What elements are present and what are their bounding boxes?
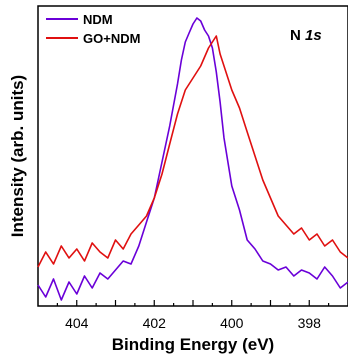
y-axis-label: Intensity (arb. units) (8, 75, 27, 237)
x-tick-label: 400 (220, 315, 244, 331)
legend: NDM GO+NDM (46, 12, 140, 46)
annotation-label: N (290, 27, 305, 44)
legend-label-go-ndm: GO+NDM (83, 31, 140, 46)
series-line-ndm (37, 17, 348, 301)
legend-label-ndm: NDM (83, 12, 113, 27)
x-tick-label: 402 (143, 315, 167, 331)
series-line-go-ndm (37, 35, 348, 268)
x-axis-label: Binding Energy (eV) (112, 335, 274, 354)
x-ticks: 404 402 400 398 (56, 300, 330, 331)
annotation-italic: 1s (305, 27, 322, 44)
peak-annotation: N 1s (290, 27, 322, 44)
series-lines (37, 17, 348, 301)
x-tick-label: 404 (65, 315, 89, 331)
x-tick-label: 398 (298, 315, 322, 331)
